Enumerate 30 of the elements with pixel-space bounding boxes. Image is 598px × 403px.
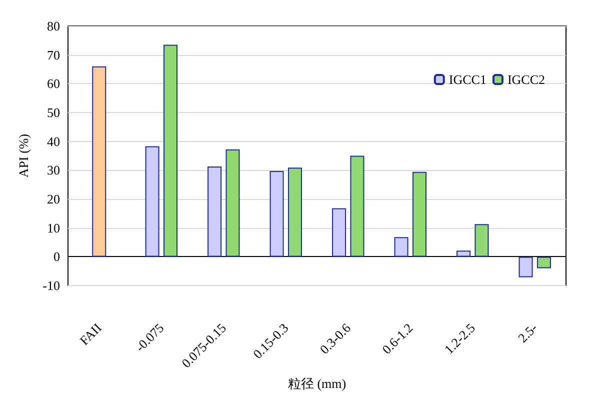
bar [92,66,106,257]
y-tick-label: 60 [47,76,60,92]
y-tick-label: 0 [54,249,60,264]
bar [270,171,284,257]
legend-label: IGCC1 [448,72,486,87]
bar [536,256,551,268]
bar [145,146,160,257]
bar [350,156,364,257]
bar [332,208,346,257]
y-tick-label: 50 [47,105,60,120]
x-tick-label: 2.5- [515,320,540,346]
x-axis-title: 粒径 (mm) [288,376,346,391]
bar [394,237,408,257]
bar [518,256,533,278]
legend-label: IGCC2 [507,72,546,87]
y-tick-label: 20 [47,192,60,207]
bar [412,172,426,257]
bar [226,149,240,257]
y-axis-title: API (%) [16,134,31,178]
y-tick-label: 70 [47,47,60,62]
bar [456,250,471,257]
bar [474,224,489,257]
y-tick-label: 80 [47,18,60,34]
bar [163,44,178,257]
bar [288,168,302,257]
bar [208,166,222,257]
y-tick-label: -10 [42,278,60,294]
y-tick-label: 10 [47,220,60,236]
y-tick-label: 30 [47,162,60,178]
y-tick-label: 40 [47,134,60,149]
